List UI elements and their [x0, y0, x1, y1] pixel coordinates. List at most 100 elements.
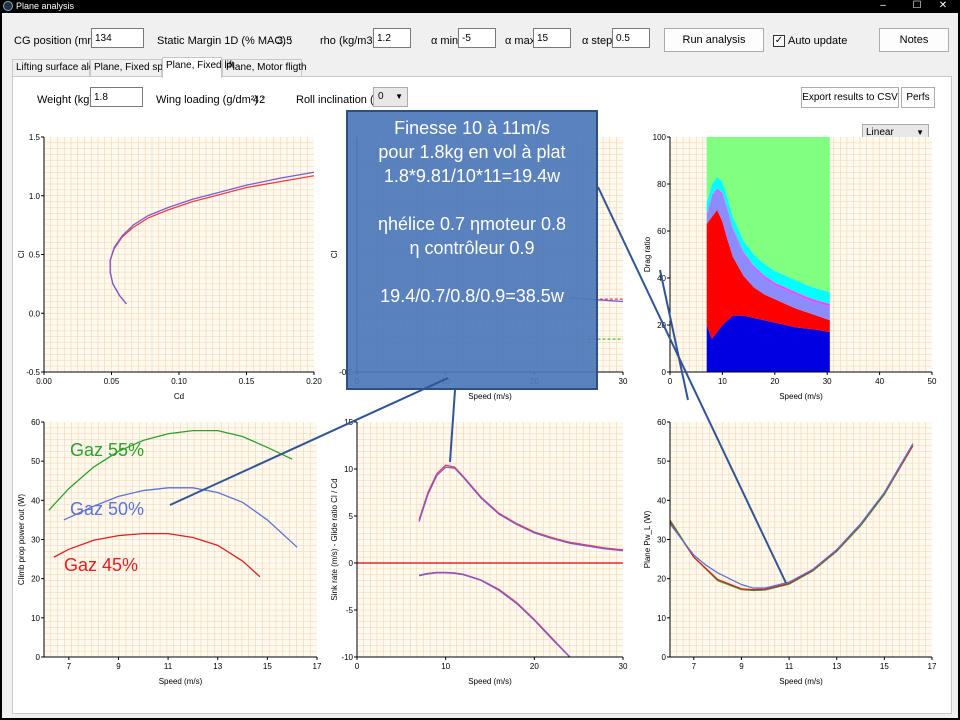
y-tick-label: 15 — [344, 418, 353, 427]
series-line — [418, 572, 571, 658]
y-tick-label: 10 — [657, 614, 666, 623]
y-tick-label: 40 — [657, 274, 666, 283]
y-tick-label: 50 — [657, 457, 666, 466]
window-titlebar: Plane analysis – ☐ ✕ — [0, 0, 960, 13]
x-axis-label: Speed (m/s) — [779, 392, 823, 401]
y-tick-label: 0 — [349, 559, 354, 568]
x-tick-label: 0.00 — [36, 377, 52, 386]
y-tick-label: 60 — [657, 227, 666, 236]
x-tick-label: 9 — [739, 662, 744, 671]
wing-loading-value: 42 — [253, 94, 266, 106]
rho-input[interactable] — [373, 28, 411, 48]
x-tick-label: 10 — [718, 377, 727, 386]
static-margin-value: 3.5 — [277, 35, 293, 47]
annotation-line: Finesse 10 à 11m/s — [394, 118, 550, 138]
y-tick-label: 80 — [657, 180, 666, 189]
x-tick-label: 9 — [116, 662, 121, 671]
alpha-min-input[interactable] — [458, 28, 496, 48]
annotation-line: 19.4/0.7/0.8/0.9=38.5w — [380, 286, 564, 306]
y-tick-label: 40 — [31, 496, 40, 505]
y-tick-label: 5 — [349, 512, 354, 521]
x-tick-label: 0.10 — [171, 377, 187, 386]
annotation-line: 1.8*9.81/10*11=19.4w — [383, 166, 561, 186]
auto-update-label: Auto update — [788, 35, 848, 47]
x-tick-label: 30 — [823, 377, 832, 386]
annotation-line: η contrôleur 0.9 — [409, 238, 535, 258]
y-tick-label: 60 — [657, 418, 666, 427]
annotation-line: pour 1.8kg en vol à plat — [378, 142, 566, 162]
y-axis-label: Plane Pw_L (W) — [643, 510, 652, 568]
y-tick-label: 0.0 — [29, 309, 41, 318]
run-analysis-button[interactable]: Run analysis — [664, 28, 764, 52]
y-tick-label: 40 — [657, 496, 666, 505]
x-tick-label: 7 — [67, 662, 72, 671]
y-tick-label: 10 — [344, 465, 353, 474]
notes-button[interactable]: Notes — [879, 28, 949, 52]
app-icon — [3, 1, 13, 11]
y-tick-label: 0 — [36, 653, 41, 662]
alpha-min-label: α min — [431, 35, 459, 47]
x-tick-label: 0.15 — [239, 377, 255, 386]
y-axis-label: Drag ratio — [643, 236, 652, 272]
annotation-line — [348, 260, 596, 284]
x-tick-label: 50 — [928, 377, 937, 386]
tab-lifting-surface[interactable]: Lifting surface alone — [12, 59, 106, 77]
minimize-button[interactable]: – — [880, 0, 886, 11]
y-tick-label: 50 — [31, 457, 40, 466]
roll-inclination-value: 0 — [378, 91, 384, 102]
alpha-max-input[interactable] — [533, 28, 571, 48]
window-title: Plane analysis — [16, 1, 75, 11]
x-tick-label: 20 — [530, 662, 539, 671]
roll-inclination-select[interactable]: 0 ▼ — [373, 87, 408, 107]
y-tick-label: 1.0 — [29, 192, 41, 201]
y-tick-label: -10 — [341, 653, 353, 662]
y-tick-label: 20 — [31, 575, 40, 584]
perfs-button[interactable]: Perfs — [901, 87, 935, 108]
x-tick-label: 40 — [875, 377, 884, 386]
gaz-50-label: Gaz 50% — [70, 499, 145, 519]
y-tick-label: 30 — [657, 536, 666, 545]
y-axis-label: Sink rate (m/s) - Glide ratio Cl / Cd — [330, 478, 339, 600]
cg-position-input[interactable] — [91, 28, 144, 48]
alpha-max-label: α max — [505, 35, 536, 47]
maximize-button[interactable]: ☐ — [912, 0, 922, 11]
x-tick-label: 0.20 — [306, 377, 322, 386]
x-axis-label: Speed (m/s) — [468, 392, 512, 401]
y-tick-label: 10 — [31, 614, 40, 623]
y-tick-label: 20 — [657, 575, 666, 584]
chevron-down-icon: ▼ — [916, 128, 924, 137]
x-axis-label: Cd — [174, 392, 184, 401]
y-tick-label: 0.5 — [29, 251, 41, 260]
tab-fixed-lift[interactable]: Plane, Fixed lift — [162, 57, 234, 78]
cg-position-label: CG position (mm) — [14, 35, 101, 47]
y-tick-label: -0.5 — [26, 368, 40, 377]
series-line — [109, 171, 315, 305]
x-tick-label: 11 — [164, 662, 173, 671]
y-axis-label: Cl — [17, 251, 26, 259]
x-axis-label: Speed (m/s) — [468, 677, 512, 686]
y-tick-label: 20 — [657, 321, 666, 330]
export-csv-button[interactable]: Export results to CSV — [801, 87, 899, 108]
x-tick-label: 13 — [832, 662, 841, 671]
tab-motor-flight[interactable]: Plane, Motor fligth — [222, 59, 307, 77]
rho-label: rho (kg/m3) — [320, 35, 377, 47]
x-axis-label: Speed (m/s) — [159, 677, 203, 686]
series-line — [53, 532, 261, 578]
weight-input[interactable] — [90, 87, 143, 107]
x-tick-label: 10 — [441, 662, 450, 671]
x-tick-label: 0.05 — [104, 377, 120, 386]
tab-fixed-speed[interactable]: Plane, Fixed speed — [90, 59, 180, 77]
x-tick-label: 17 — [313, 662, 322, 671]
scale-select-value: Linear — [866, 127, 894, 138]
alpha-step-input[interactable] — [612, 28, 650, 48]
gaz-45-label: Gaz 45% — [64, 555, 139, 575]
close-button[interactable]: ✕ — [938, 0, 948, 11]
y-tick-label: 60 — [31, 418, 40, 427]
x-tick-label: 30 — [619, 662, 628, 671]
gaz-55-label: Gaz 55% — [70, 440, 145, 460]
weight-label: Weight (kg) — [37, 94, 94, 106]
auto-update-checkbox[interactable]: ✓ — [773, 35, 785, 47]
annotation-box: Finesse 10 à 11m/s pour 1.8kg en vol à p… — [346, 110, 598, 390]
roll-inclination-label: Roll inclination (°) — [296, 94, 382, 106]
y-axis-label: Climb prop power out (W) — [17, 494, 26, 585]
